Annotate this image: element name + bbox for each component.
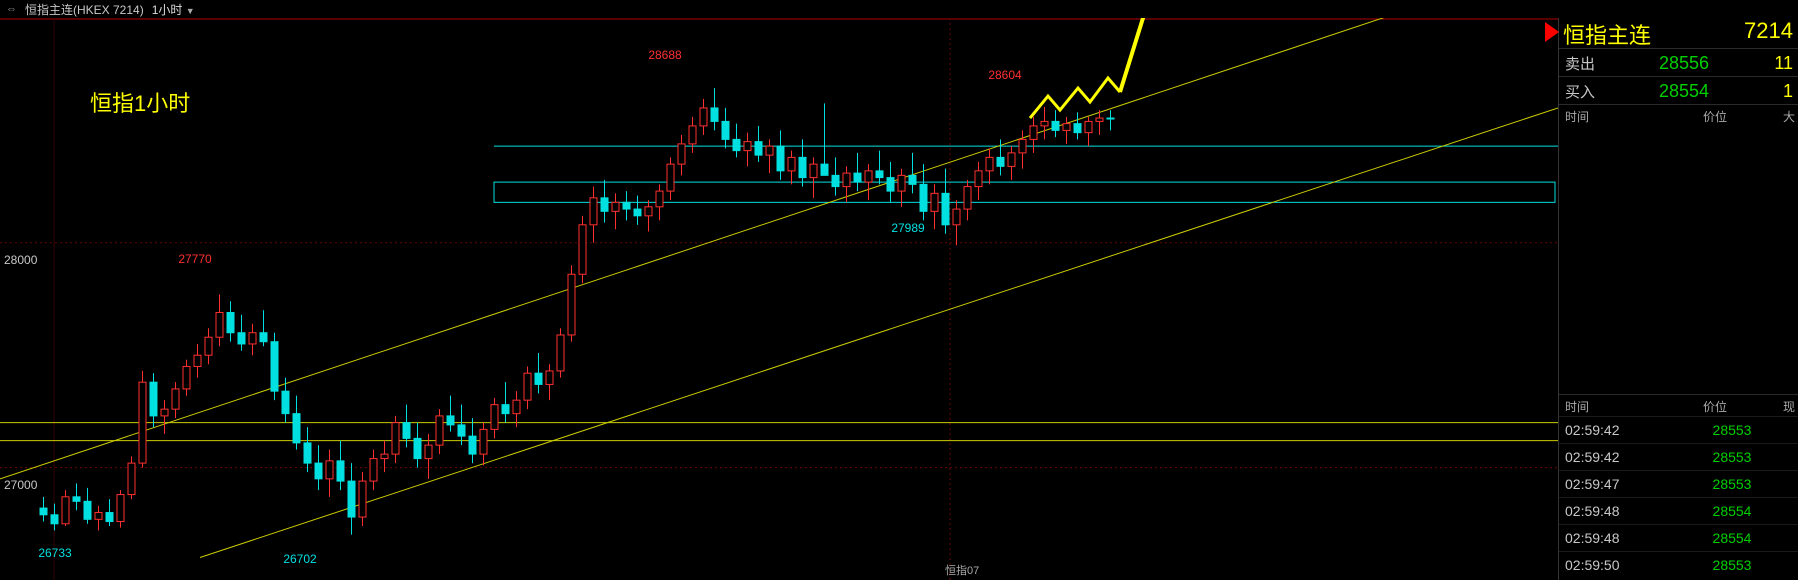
symbol-name: 恒指主连(HKEX 7214) [25,1,144,18]
price-chart[interactable]: 恒指1小时 277702868828604279892670226733 恒指0… [0,18,1558,580]
buy-label: 买入 [1559,81,1621,102]
chevron-down-icon: ▼ [186,6,195,16]
timeframe-selector[interactable]: 1小时 ▼ [152,1,195,18]
buy-price: 28554 [1621,81,1747,102]
sell-row[interactable]: 卖出 28556 11 [1559,48,1798,77]
tick-time: 02:59:42 [1559,449,1665,465]
hdr2-time: 时间 [1559,398,1665,415]
price-annotation: 27770 [178,252,211,266]
buy-row[interactable]: 买入 28554 1 [1559,76,1798,105]
tick-row: 02:59:4728553 [1559,470,1798,497]
hdr2-price: 价位 [1665,398,1765,415]
hdr-extra: 大 [1765,108,1798,125]
quote-symbol-code: 7214 [1744,18,1793,44]
tick-price: 28553 [1665,449,1798,465]
depth-header: 时间 价位 大 [1559,104,1798,127]
tick-row: 02:59:4828554 [1559,524,1798,551]
tick-time: 02:59:47 [1559,476,1665,492]
hdr-price: 价位 [1665,108,1765,125]
tick-time: 02:59:50 [1559,557,1665,573]
ticks-header: 时间 价位 现 [1559,394,1798,417]
tick-row: 02:59:5028553 [1559,551,1798,578]
tick-price: 28554 [1665,503,1798,519]
tick-row: 02:59:4228553 [1559,416,1798,443]
y-tick-label: 28000 [4,253,37,267]
buy-qty: 1 [1747,81,1798,102]
price-marker-arrow [1545,22,1559,42]
y-axis: 27000 28000 [0,36,54,580]
price-annotation: 28604 [988,68,1021,82]
tick-price: 28553 [1665,557,1798,573]
tick-price: 28554 [1665,530,1798,546]
quote-symbol-name: 恒指主连 [1563,18,1651,50]
tick-time: 02:59:42 [1559,422,1665,438]
hdr-time: 时间 [1559,108,1665,125]
link-icon: ⇔ [6,3,17,15]
price-annotation: 28688 [648,48,681,62]
chart-title-overlay: 恒指1小时 [90,86,190,118]
tick-row: 02:59:4228553 [1559,443,1798,470]
tick-time: 02:59:48 [1559,530,1665,546]
chart-header: ⇔ 恒指主连(HKEX 7214) 1小时 ▼ [0,0,1798,18]
sell-price: 28556 [1621,53,1747,74]
y-tick-label: 27000 [4,478,37,492]
quote-panel: 恒指主连 7214 卖出 28556 11 买入 28554 1 时间 价位 大… [1558,18,1798,580]
hdr2-extra: 现 [1765,398,1798,415]
tick-time: 02:59:48 [1559,503,1665,519]
tick-price: 28553 [1665,476,1798,492]
price-annotation: 26702 [283,552,316,566]
price-annotation: 27989 [891,221,924,235]
tick-price: 28553 [1665,422,1798,438]
sell-qty: 11 [1747,53,1798,74]
x-axis-label: 恒指07 [945,562,979,578]
timeframe-label: 1小时 [152,3,183,17]
sell-label: 卖出 [1559,53,1621,74]
tick-row: 02:59:4828554 [1559,497,1798,524]
